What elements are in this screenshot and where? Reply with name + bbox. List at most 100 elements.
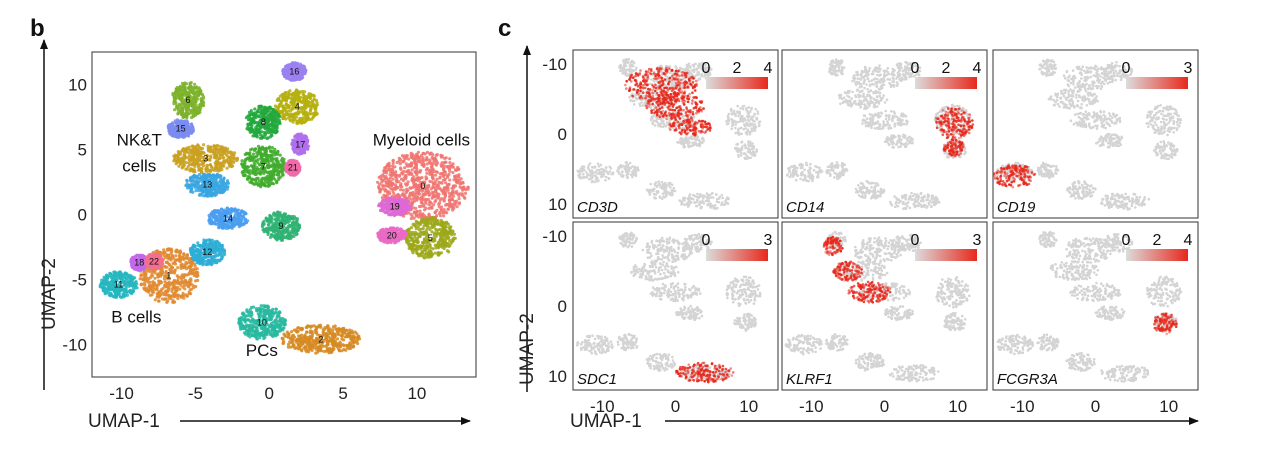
x-axis-label: UMAP-1: [570, 411, 642, 432]
cluster-id-label: 11: [114, 280, 123, 290]
expression-colorbar: [915, 77, 977, 89]
x-tick-label: 10: [739, 397, 758, 416]
gene-name: KLRF1: [786, 371, 833, 388]
cluster-12-points: [188, 238, 227, 267]
facet-cd19: 0 3 CD19: [992, 49, 1199, 219]
colorbar-tick-label: 4: [973, 60, 982, 77]
panel-label-b: b: [30, 15, 45, 42]
cluster-17-points: [290, 132, 311, 156]
cluster-id-label: 0: [420, 181, 425, 191]
cell-type-label: B cells: [111, 307, 161, 326]
cluster-3-points: [172, 143, 240, 174]
x-tick-label: 10: [407, 384, 426, 403]
cluster-id-label: 1: [166, 271, 171, 281]
gene-name: CD14: [786, 199, 824, 216]
x-tick-label: -10: [799, 397, 824, 416]
x-tick-label: 10: [948, 397, 967, 416]
cluster-13-points: [184, 172, 230, 198]
cluster-id-label: 2: [318, 334, 323, 344]
facet-klrf1: 0 3 KLRF1: [781, 221, 988, 391]
cell-type-labels: NK&T cells Myeloid cells B cells PCs: [111, 131, 470, 361]
colorbar-tick-label: 0: [1122, 232, 1131, 249]
cluster-id-label: 16: [289, 67, 299, 77]
cell-type-label: NK&T: [117, 131, 162, 150]
gene-expression-grid: 0 2 4 CD3D 0 2 4 CD14 0 3 CD19 0 3 SDC1 0 3 KLRF1 0 2 4 FCGR…: [517, 45, 1199, 432]
cluster-id-label: 18: [134, 258, 144, 268]
x-tick-label: 10: [1159, 397, 1178, 416]
cluster-id-label: 4: [295, 102, 300, 112]
expression-facets: 0 2 4 CD3D 0 2 4 CD14 0 3 CD19 0 3 SDC1 0 3 KLRF1 0 2 4 FCGR…: [572, 49, 1199, 391]
cluster-14-points: [207, 206, 250, 230]
cell-type-label: cells: [122, 157, 156, 176]
cluster-19-points: [377, 196, 413, 218]
expressing-cells: [934, 106, 975, 158]
cluster-8-points: [244, 104, 282, 141]
facet-cd14: 0 2 4 CD14: [781, 49, 988, 219]
cluster-6-points: [171, 81, 206, 120]
colorbar-tick-label: 0: [1122, 60, 1131, 77]
colorbar-tick-label: 4: [1184, 232, 1193, 249]
expression-colorbar: [706, 77, 768, 89]
cluster-id-label: 6: [185, 95, 190, 105]
colorbar-tick-label: 3: [764, 232, 773, 249]
cell-type-label: PCs: [246, 341, 278, 360]
cluster-4-points: [273, 88, 319, 125]
y-tick-label: 10: [68, 76, 87, 95]
y-tick-label: -10: [542, 227, 567, 246]
x-tick-labels: -10 -5 0 5 10: [109, 384, 426, 403]
gene-name: FCGR3A: [997, 371, 1058, 388]
cluster-22-points: [143, 252, 165, 271]
cluster-10-points: [237, 304, 287, 341]
background-points: [576, 231, 762, 382]
x-tick-label: 5: [338, 384, 347, 403]
y-tick-label: 5: [78, 141, 87, 160]
x-tick-label: -10: [590, 397, 615, 416]
colorbar-tick-label: 0: [911, 232, 920, 249]
x-tick-labels: -10 0 10 -10 0 10 -10 0 10: [590, 397, 1178, 416]
plot-frame: [91, 51, 477, 378]
background-points: [785, 58, 970, 211]
gene-name: CD3D: [577, 199, 618, 216]
cluster-id-label: 14: [223, 213, 233, 223]
cluster-0-points: [376, 150, 470, 222]
colorbar-tick-label: 3: [973, 232, 982, 249]
expressing-cells: [992, 164, 1037, 189]
cluster-21-points: [284, 158, 302, 177]
cluster-7-points: [240, 144, 287, 189]
panel-label-c: c: [498, 15, 511, 42]
cluster-point-clouds: [98, 61, 470, 355]
cluster-id-label: 9: [279, 221, 284, 231]
colorbar-tick-label: 2: [733, 60, 742, 77]
y-tick-label: -5: [72, 271, 87, 290]
background-points: [996, 58, 1182, 211]
cluster-id-label: 8: [261, 117, 266, 127]
cluster-11-points: [98, 270, 139, 299]
background-points: [996, 230, 1183, 383]
colorbar-tick-label: 2: [942, 60, 951, 77]
cluster-id-label: 3: [203, 154, 208, 164]
colorbar-tick-label: 2: [1153, 232, 1162, 249]
expressing-cells: [674, 361, 735, 384]
colorbar-tick-label: 0: [702, 60, 711, 77]
colorbar-tick-label: 0: [702, 232, 711, 249]
y-tick-labels: -10 0 10 -10 0 10: [542, 55, 567, 386]
y-tick-label: 0: [558, 125, 567, 144]
x-tick-label: 0: [880, 397, 889, 416]
x-tick-label: -5: [188, 384, 203, 403]
x-tick-label: -10: [109, 384, 134, 403]
cluster-20-points: [376, 226, 408, 245]
gene-name: CD19: [997, 199, 1036, 216]
y-tick-label: -10: [62, 336, 87, 355]
y-tick-label: 10: [548, 195, 567, 214]
cluster-id-label: 12: [202, 247, 212, 257]
facet-fcgr3a: 0 2 4 FCGR3A: [992, 221, 1199, 391]
y-tick-label: -10: [542, 55, 567, 74]
cell-type-label: Myeloid cells: [373, 131, 470, 150]
cluster-2-points: [280, 323, 362, 355]
y-tick-labels: 10 5 0 -5 -10: [62, 76, 87, 355]
y-tick-label: 0: [558, 297, 567, 316]
expression-colorbar: [1126, 77, 1188, 89]
